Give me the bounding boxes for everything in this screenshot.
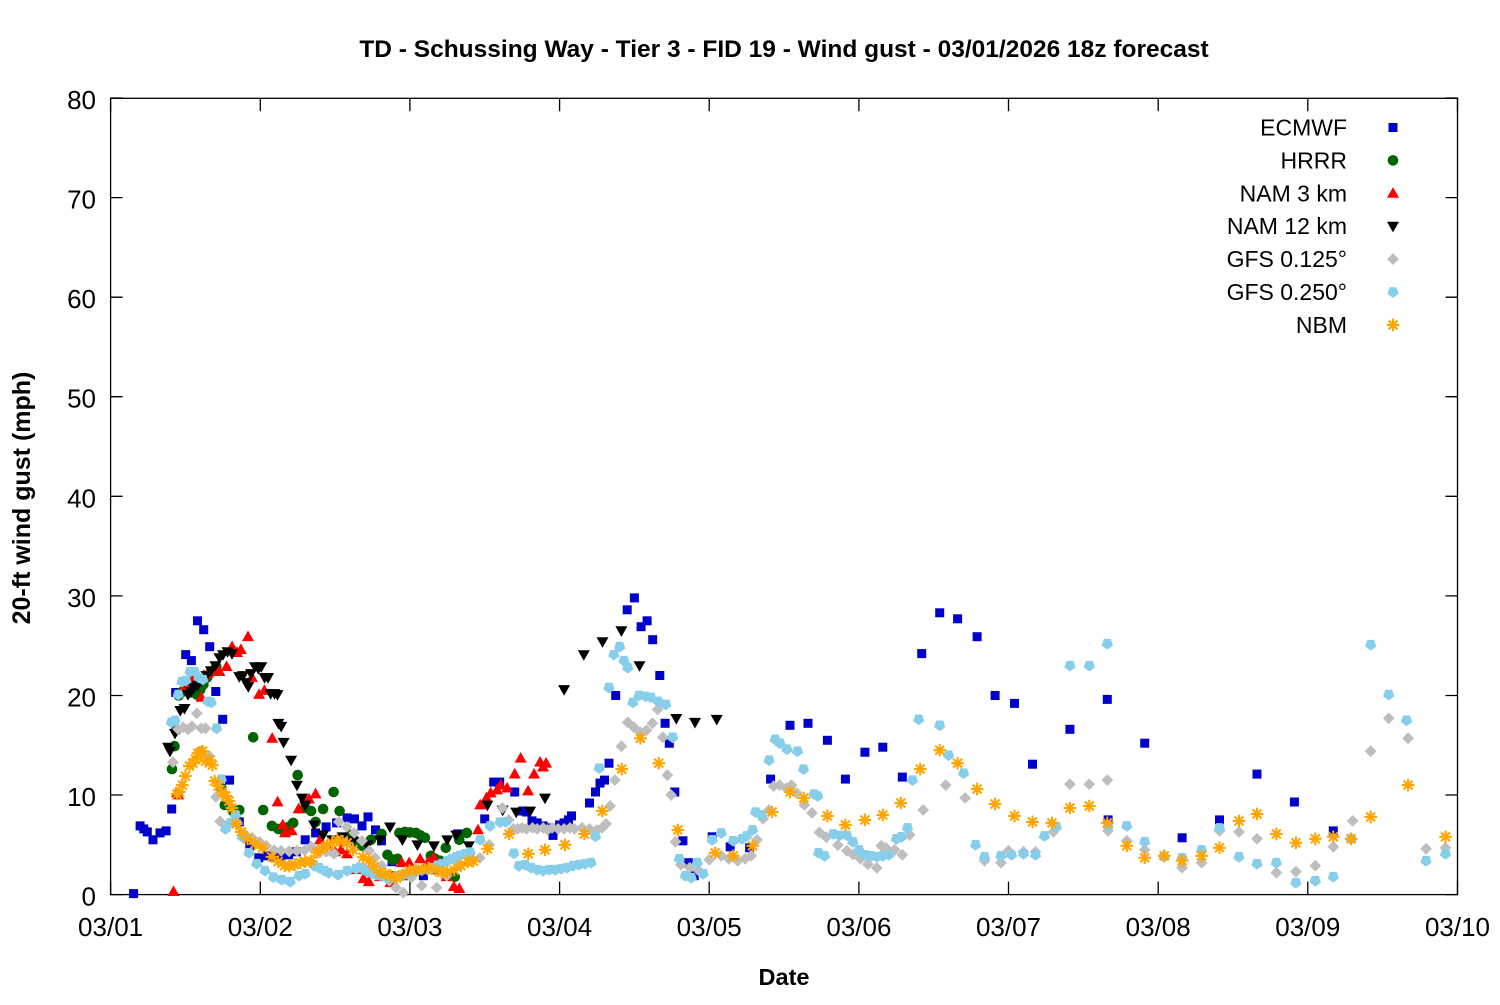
- svg-text:03/08: 03/08: [1126, 912, 1191, 942]
- svg-text:03/07: 03/07: [976, 912, 1041, 942]
- svg-text:03/03: 03/03: [377, 912, 442, 942]
- svg-text:03/06: 03/06: [826, 912, 891, 942]
- svg-text:HRRR: HRRR: [1281, 147, 1347, 173]
- svg-text:ECMWF: ECMWF: [1260, 115, 1347, 141]
- svg-text:03/05: 03/05: [677, 912, 742, 942]
- svg-text:80: 80: [67, 85, 96, 115]
- svg-text:GFS 0.250°: GFS 0.250°: [1227, 279, 1347, 305]
- svg-text:TD - Schussing Way - Tier 3 -: TD - Schussing Way - Tier 3 - FID 19 - W…: [359, 36, 1208, 63]
- svg-text:70: 70: [67, 185, 96, 215]
- svg-text:0: 0: [82, 882, 96, 912]
- svg-text:03/10: 03/10: [1425, 912, 1490, 942]
- svg-text:Date: Date: [759, 964, 810, 990]
- svg-text:10: 10: [67, 782, 96, 812]
- svg-text:20: 20: [67, 683, 96, 713]
- svg-text:50: 50: [67, 384, 96, 414]
- svg-text:NAM 3 km: NAM 3 km: [1240, 180, 1347, 206]
- svg-text:03/09: 03/09: [1275, 912, 1340, 942]
- svg-text:NAM 12 km: NAM 12 km: [1227, 213, 1347, 239]
- svg-text:60: 60: [67, 284, 96, 314]
- svg-text:03/01: 03/01: [78, 912, 143, 942]
- svg-text:GFS 0.125°: GFS 0.125°: [1227, 246, 1347, 272]
- svg-text:NBM: NBM: [1296, 312, 1347, 338]
- svg-text:03/04: 03/04: [527, 912, 592, 942]
- svg-text:20-ft wind gust (mph): 20-ft wind gust (mph): [8, 372, 36, 625]
- svg-text:40: 40: [67, 483, 96, 513]
- svg-text:03/02: 03/02: [228, 912, 293, 942]
- svg-text:30: 30: [67, 583, 96, 613]
